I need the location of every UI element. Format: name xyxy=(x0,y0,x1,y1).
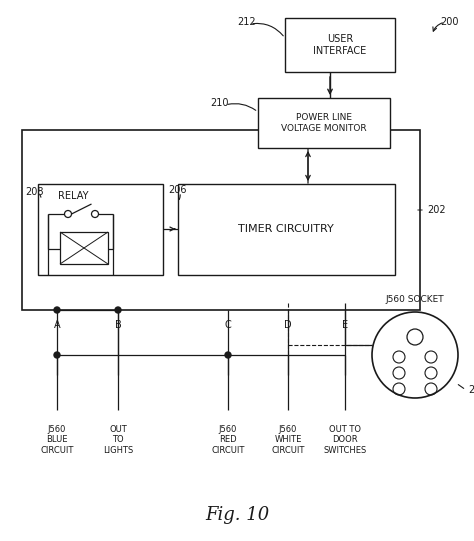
FancyArrowPatch shape xyxy=(228,104,256,110)
Text: 212: 212 xyxy=(237,17,255,27)
Text: TIMER CIRCUITRY: TIMER CIRCUITRY xyxy=(238,224,334,234)
Text: RELAY: RELAY xyxy=(58,191,88,201)
Text: J560
WHITE
CIRCUIT: J560 WHITE CIRCUIT xyxy=(271,425,305,455)
Bar xyxy=(285,18,395,72)
Text: 202: 202 xyxy=(427,205,446,215)
Text: Fig. 10: Fig. 10 xyxy=(205,506,269,524)
Bar xyxy=(60,232,108,264)
Text: J560 SOCKET: J560 SOCKET xyxy=(386,295,444,305)
Text: B: B xyxy=(115,320,121,330)
Circle shape xyxy=(54,352,60,358)
FancyArrowPatch shape xyxy=(40,195,41,197)
Text: 206: 206 xyxy=(168,185,186,195)
Text: 200: 200 xyxy=(440,17,458,27)
Bar xyxy=(178,184,395,275)
Text: 210: 210 xyxy=(210,98,228,108)
FancyArrowPatch shape xyxy=(179,195,180,200)
Text: POWER LINE
VOLTAGE MONITOR: POWER LINE VOLTAGE MONITOR xyxy=(281,113,367,133)
FancyArrowPatch shape xyxy=(458,385,464,388)
Text: 204: 204 xyxy=(468,385,474,395)
Bar xyxy=(258,98,390,148)
Circle shape xyxy=(115,307,121,313)
Text: D: D xyxy=(284,320,292,330)
Bar xyxy=(22,130,420,310)
Circle shape xyxy=(225,352,231,358)
Text: E: E xyxy=(342,320,348,330)
Text: J560
RED
CIRCUIT: J560 RED CIRCUIT xyxy=(211,425,245,455)
Text: USER
INTERFACE: USER INTERFACE xyxy=(313,34,366,56)
Bar xyxy=(38,184,163,275)
Text: 208: 208 xyxy=(25,187,44,197)
Text: A: A xyxy=(54,320,60,330)
FancyArrowPatch shape xyxy=(253,23,283,36)
Text: C: C xyxy=(225,320,231,330)
Circle shape xyxy=(54,307,60,313)
Text: OUT
TO
LIGHTS: OUT TO LIGHTS xyxy=(103,425,133,455)
Text: OUT TO
DOOR
SWITCHES: OUT TO DOOR SWITCHES xyxy=(323,425,366,455)
Text: J560
BLUE
CIRCUIT: J560 BLUE CIRCUIT xyxy=(40,425,73,455)
